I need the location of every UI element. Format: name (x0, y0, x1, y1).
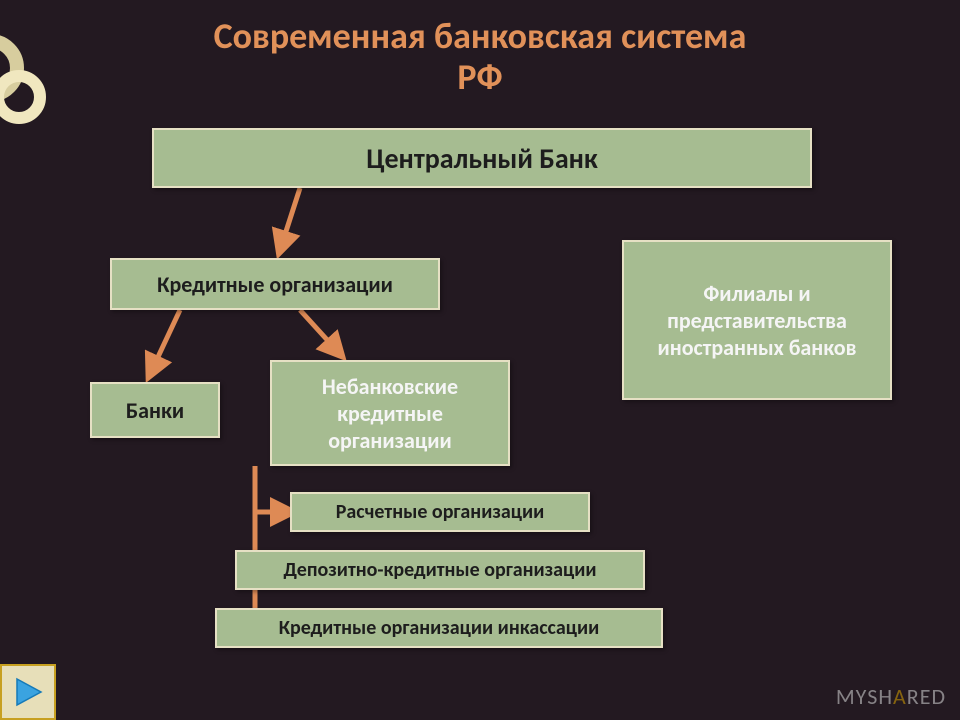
slide-title: Современная банковская система РФ (0, 16, 960, 99)
watermark: MYSHARED (836, 683, 946, 710)
node-label: Небанковские кредитные организации (278, 373, 502, 454)
node-deposit-credit: Депозитно-кредитные организации (235, 550, 645, 590)
watermark-pre: MYSH (836, 683, 893, 710)
node-settlement-orgs: Расчетные организации (290, 492, 590, 532)
node-label: Кредитные организации (157, 271, 393, 298)
watermark-accent: A (893, 683, 907, 710)
node-label: Филиалы и представительства иностранных … (630, 280, 884, 361)
node-label: Банки (126, 397, 184, 424)
play-icon (11, 675, 45, 709)
node-label: Кредитные организации инкассации (279, 616, 599, 640)
slide-title-line1: Современная банковская система (0, 16, 960, 57)
node-label: Центральный Банк (366, 141, 598, 176)
watermark-post: RED (907, 683, 946, 710)
slide-root: Современная банковская система РФ Центра… (0, 0, 960, 720)
node-credit-orgs: Кредитные организации (110, 258, 440, 310)
node-label: Депозитно-кредитные организации (283, 558, 596, 582)
node-inkassation-orgs: Кредитные организации инкассации (215, 608, 663, 648)
node-banks: Банки (90, 382, 220, 438)
slide-title-line2: РФ (0, 57, 960, 98)
node-central-bank: Центральный Банк (152, 128, 812, 188)
node-foreign-branches: Филиалы и представительства иностранных … (622, 240, 892, 400)
next-slide-button[interactable] (10, 674, 46, 710)
node-label: Расчетные организации (336, 500, 545, 524)
node-nonbank-credit: Небанковские кредитные организации (270, 360, 510, 466)
